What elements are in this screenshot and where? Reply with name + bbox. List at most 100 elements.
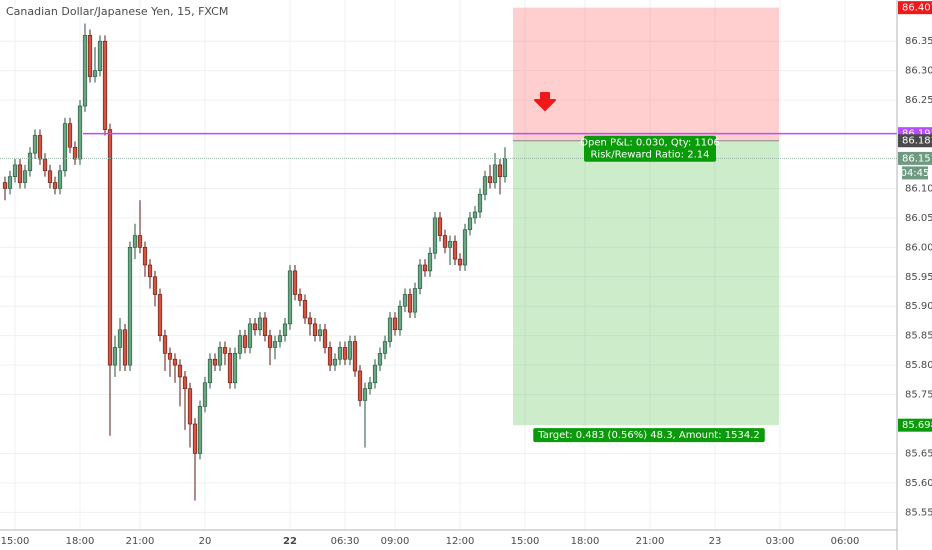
candle-body [432, 217, 438, 254]
candle-body [207, 358, 213, 384]
candle-body [197, 406, 203, 454]
candle-body [282, 323, 288, 336]
candle-body [377, 353, 383, 366]
target-label-box [533, 428, 765, 443]
candle-body [477, 194, 483, 213]
candle-body [427, 252, 433, 272]
candle-body [297, 294, 303, 301]
y-tick-label: 86.050 [905, 213, 932, 224]
candle-body [362, 388, 368, 401]
candle-body [387, 317, 393, 342]
y-tick-label: 86.000 [905, 242, 932, 253]
candle-body [32, 135, 38, 154]
candle-body [17, 164, 23, 183]
candle-body [202, 382, 208, 407]
candle-body [262, 317, 268, 336]
candle-body [182, 376, 188, 389]
candle-body [302, 300, 308, 319]
countdown-tag [902, 166, 928, 180]
candle-body [307, 317, 313, 325]
candle-body [407, 294, 413, 313]
candle-body [397, 305, 403, 331]
candle-body [352, 341, 358, 372]
x-tick-label: 23 [709, 536, 722, 547]
candle-body [462, 229, 468, 266]
candle-body [12, 164, 18, 177]
x-tick-label: 15:00 [1, 536, 30, 547]
y-tick-label: 86.250 [905, 95, 932, 106]
candle-body [107, 129, 113, 366]
x-tick-label: 21:00 [636, 536, 665, 547]
candle-body [317, 329, 323, 336]
y-tick-label: 86.350 [905, 36, 932, 47]
candle-body [452, 241, 458, 260]
candle-body [242, 335, 248, 348]
candle-body [357, 370, 363, 401]
candle-body [57, 170, 63, 189]
candle-body [487, 176, 493, 183]
candle-body [442, 235, 448, 248]
candle-body [87, 35, 93, 77]
candle-body [22, 170, 28, 183]
candle-body [137, 235, 143, 248]
y-tick-label: 85.850 [905, 331, 932, 342]
y-tick-label: 86.100 [905, 183, 932, 194]
x-tick-label: 20 [199, 536, 212, 547]
candle-body [322, 329, 328, 348]
candle-body [267, 335, 273, 348]
candle-body [472, 211, 478, 219]
candle-body [257, 317, 263, 331]
y-tick-label: 85.650 [905, 448, 932, 459]
candle-body [482, 176, 488, 195]
candle-body [147, 264, 153, 278]
x-tick-label: 06:00 [831, 536, 860, 547]
candle-body [437, 217, 443, 236]
price-tag [898, 418, 932, 432]
candle-body [152, 276, 158, 295]
x-tick-label: 15:00 [511, 536, 540, 547]
candle-body [132, 235, 138, 248]
candle-body [187, 388, 193, 425]
candle-body [167, 353, 173, 360]
candle-body [232, 353, 238, 384]
candle-body [372, 364, 378, 384]
price-tag [898, 134, 932, 148]
candle-body [162, 335, 168, 354]
candle-body [287, 270, 293, 325]
x-tick-label: 18:00 [66, 536, 95, 547]
x-tick-label: 12:00 [446, 536, 475, 547]
y-tick-label: 85.800 [905, 360, 932, 371]
candle-body [177, 364, 183, 378]
plot [0, 0, 897, 530]
candle-body [457, 258, 463, 266]
candle-body [37, 135, 43, 160]
position-label: Risk/Reward Ratio: 2.14 [590, 150, 709, 161]
position-label: Open P&L: 0.030, Qty: 1106 [580, 138, 720, 149]
candle-body [422, 264, 428, 272]
countdown-label: 04:45 [901, 168, 930, 179]
candle-body [392, 317, 398, 331]
candle-body [82, 35, 88, 107]
candle-body [117, 329, 123, 348]
x-tick-label: 18:00 [571, 536, 600, 547]
x-tick-label: 06:30 [331, 536, 360, 547]
candle-body [102, 40, 108, 130]
candle-body [122, 329, 128, 366]
candle-body [237, 335, 243, 354]
y-tick-label: 85.900 [905, 301, 932, 312]
candle-body [497, 164, 503, 177]
candle-body [7, 176, 13, 189]
candle-body [342, 347, 348, 360]
sell-arrow [534, 92, 556, 111]
target-zone [513, 140, 779, 426]
candle-body [367, 382, 373, 389]
candle-body [92, 70, 98, 77]
candle-body [52, 182, 58, 189]
candle-body [277, 335, 283, 342]
candle-body [172, 358, 178, 366]
y-tick-label: 85.550 [905, 507, 932, 518]
candle-body [467, 217, 473, 230]
candle-body [192, 423, 198, 454]
price-tag-label: 86.151 [902, 153, 932, 164]
